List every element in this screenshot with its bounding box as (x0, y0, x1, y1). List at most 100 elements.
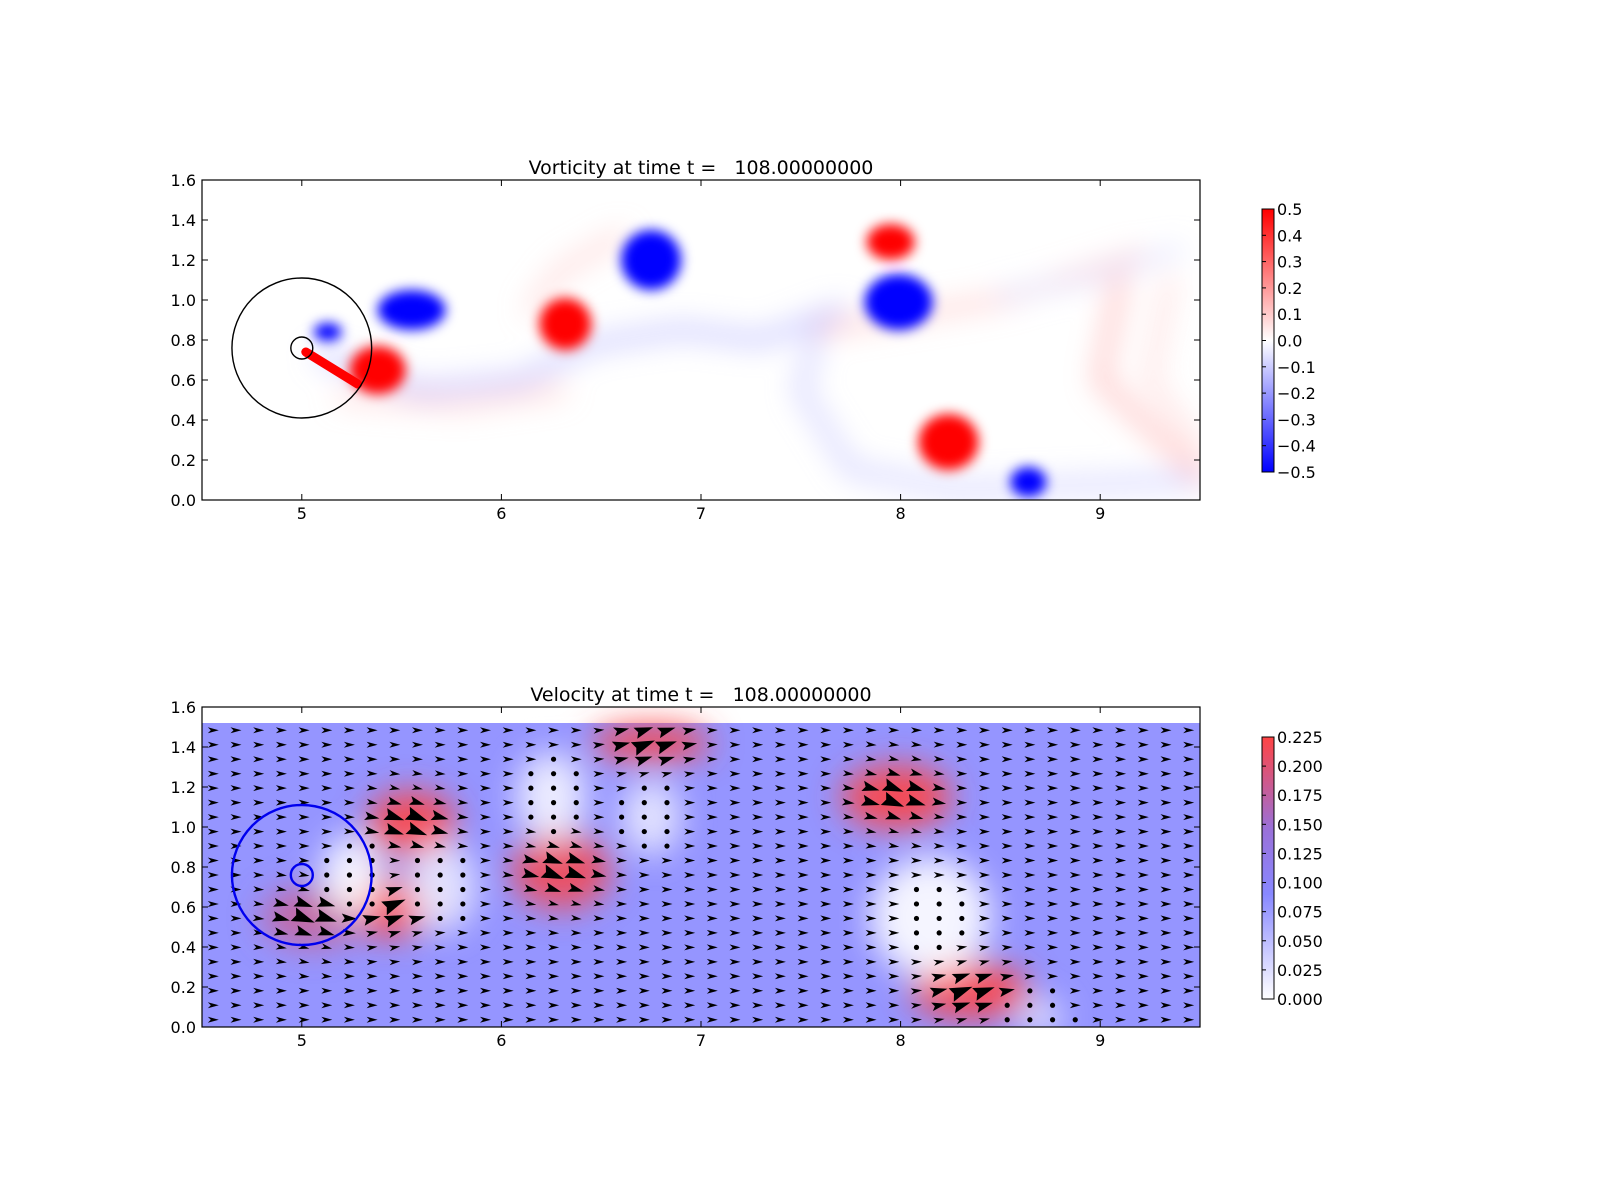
quiver-arrow (910, 959, 922, 966)
quiver-arrow (366, 973, 378, 980)
quiver-arrow (842, 813, 854, 820)
quiver-arrow (684, 872, 696, 878)
vorticity-y-axis: 0.0 0.2 0.4 0.6 0.8 1.0 1.2 1.4 1.6 (171, 171, 1200, 510)
quiver-arrow (706, 987, 718, 994)
quiver-arrow (1183, 741, 1195, 748)
quiver-arrow (456, 813, 469, 820)
quiver-arrow (820, 872, 832, 878)
quiver-arrow (343, 987, 355, 994)
quiver-arrow (888, 987, 900, 994)
slow-region (516, 752, 587, 842)
quiver-arrow (974, 1002, 993, 1013)
quiver-arrow (253, 1016, 265, 1023)
quiver-arrow (275, 973, 287, 980)
quiver-arrow (366, 756, 378, 763)
quiver-arrow (888, 886, 900, 893)
quiver-arrow (1047, 901, 1059, 907)
quiver-dot (437, 915, 443, 922)
quiver-dot (1049, 988, 1056, 994)
quiver-arrow (820, 987, 832, 994)
fast-region (366, 791, 457, 855)
quiver-arrow (480, 1002, 491, 1009)
fast-region (841, 765, 952, 829)
quiver-arrow (978, 930, 990, 937)
quiver-arrow (457, 929, 469, 936)
quiver-arrow (1160, 929, 1172, 936)
quiver-arrow (1115, 814, 1127, 821)
y-tick-label: 0.4 (171, 938, 196, 957)
quiver-arrow (1024, 959, 1036, 965)
quiver-arrow (842, 857, 854, 864)
quiver-arrow (956, 785, 968, 791)
quiver-arrow (570, 914, 582, 921)
quiver-arrow (1024, 770, 1036, 777)
quiver-dot (324, 886, 330, 893)
quiver-arrow (911, 872, 922, 878)
quiver-arrow (275, 843, 287, 849)
x-tick-label: 9 (1095, 1031, 1105, 1050)
quiver-arrow (1001, 929, 1013, 936)
quiver-arrow (1047, 843, 1059, 849)
quiver-arrow (253, 843, 265, 849)
quiver-arrow (1001, 770, 1013, 777)
quiver-arrow (613, 727, 630, 737)
quiver-arrow (729, 973, 741, 980)
quiver-arrow (820, 973, 832, 980)
colorbar-tick-label: 0.2 (1277, 279, 1302, 298)
quiver-arrow (433, 797, 447, 805)
quiver-arrow (706, 886, 718, 893)
quiver-arrow (1115, 770, 1127, 777)
quiver-dot (959, 930, 965, 936)
body-circle (289, 862, 314, 888)
quiver-arrow (956, 741, 968, 748)
quiver-arrow (933, 755, 945, 762)
quiver-arrow (1069, 770, 1081, 777)
quiver-arrow (1092, 828, 1104, 835)
quiver-arrow (230, 828, 242, 835)
quiver-arrow (502, 1016, 514, 1023)
quiver-arrow (1047, 886, 1059, 893)
quiver-arrow (797, 756, 809, 763)
quiver-dot (437, 901, 443, 907)
quiver-arrow (548, 958, 560, 965)
quiver-arrow (253, 814, 265, 821)
quiver-arrow (1001, 727, 1013, 734)
quiver-arrow (956, 872, 968, 878)
quiver-arrow (706, 814, 718, 821)
quiver-arrow (207, 756, 219, 763)
quiver-dot (573, 785, 579, 791)
quiver-arrow (230, 1016, 242, 1023)
quiver-arrow (887, 827, 900, 834)
quiver-arrow (638, 915, 650, 922)
quiver-arrow (207, 915, 219, 922)
quiver-arrow (253, 727, 265, 734)
quiver-arrow (593, 1016, 605, 1023)
quiver-arrow (275, 814, 287, 821)
quiver-arrow (1115, 973, 1127, 980)
quiver-arrow (298, 958, 310, 964)
quiver-dot (460, 901, 466, 907)
quiver-arrow (389, 987, 401, 994)
quiver-dot (641, 828, 647, 835)
quiver-arrow (955, 945, 968, 952)
quiver-arrow (888, 929, 900, 936)
quiver-arrow (865, 857, 877, 864)
colorbar-tick-label: 0.000 (1277, 990, 1323, 1009)
quiver-arrow (275, 857, 287, 864)
quiver-arrow (998, 987, 1015, 997)
quiver-arrow (661, 872, 673, 878)
quiver-arrow (684, 843, 696, 849)
quiver-arrow (661, 929, 673, 936)
velocity-field (202, 723, 1200, 1027)
quiver-arrow (230, 756, 242, 763)
quiver-arrow (820, 1002, 832, 1009)
quiver-arrow (207, 987, 219, 994)
quiver-arrow (1115, 958, 1127, 965)
quiver-arrow (366, 727, 378, 734)
quiver-arrow (910, 827, 922, 834)
quiver-arrow (774, 727, 786, 734)
quiver-arrow (706, 958, 718, 965)
quiver-arrow (881, 778, 904, 792)
quiver-arrow (207, 741, 219, 748)
